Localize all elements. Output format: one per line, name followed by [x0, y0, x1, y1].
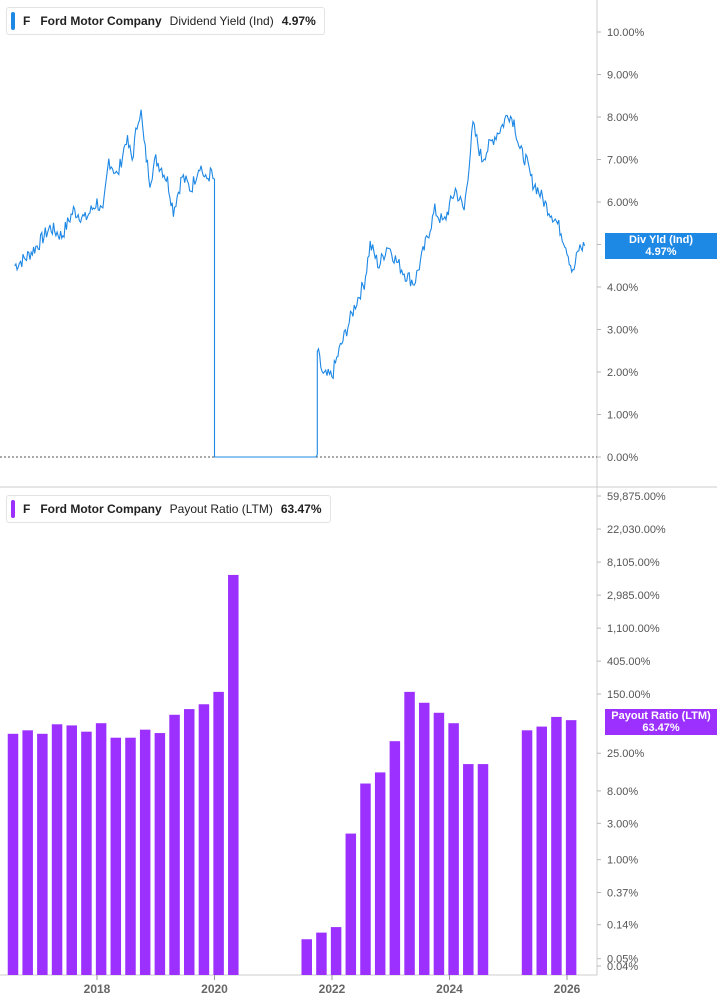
payout-bar — [169, 714, 180, 975]
payout-bar — [110, 737, 122, 975]
tag-value: 63.47% — [642, 722, 680, 734]
y-tick-label: 1,100.00% — [607, 623, 660, 635]
y-tick-label: 0.14% — [607, 920, 638, 932]
y-tick-label: 25.00% — [607, 748, 645, 760]
legend-payout-ratio[interactable]: F Ford Motor Company Payout Ratio (LTM) … — [6, 495, 331, 523]
payout-bar — [37, 733, 48, 975]
y-tick-label: 22,030.00% — [607, 524, 666, 536]
x-tick-label: 2024 — [436, 982, 463, 996]
x-tick-label: 2026 — [554, 982, 581, 996]
payout-bar — [404, 691, 415, 975]
payout-bar — [374, 772, 386, 975]
payout-bar — [477, 764, 489, 975]
y-tick-label: 59,875.00% — [607, 491, 666, 503]
legend-ticker: F — [23, 502, 31, 516]
tag-label: Payout Ratio (LTM) — [611, 710, 711, 722]
y-tick-label: 8,105.00% — [607, 557, 660, 569]
payout-bar — [139, 729, 151, 975]
y-tick-label: 10.00% — [607, 27, 645, 39]
payout-bar — [7, 733, 19, 975]
y-tick-label: 9.00% — [607, 70, 638, 82]
payout-bar — [301, 939, 312, 975]
payout-bar — [228, 574, 239, 975]
payout-bar — [95, 723, 107, 975]
y-tick-label: 7.00% — [607, 155, 638, 167]
legend-dividend-yield[interactable]: F Ford Motor Company Dividend Yield (Ind… — [6, 7, 325, 35]
legend-value: 63.47% — [280, 502, 322, 516]
payout-bar — [330, 927, 342, 975]
payout-bar — [521, 730, 533, 975]
y-tick-label: 3.00% — [607, 325, 638, 337]
y-tick-label: 1.00% — [607, 855, 638, 867]
legend-swatch — [11, 12, 15, 30]
legend-ticker: F — [23, 14, 31, 28]
y-tick-label: 2,985.00% — [607, 590, 660, 602]
payout-bar — [345, 833, 357, 975]
payout-bar — [448, 723, 459, 975]
x-tick-label: 2020 — [201, 982, 228, 996]
payout-bar — [198, 704, 210, 975]
payout-bar — [418, 702, 430, 975]
y-tick-label: 8.00% — [607, 112, 638, 124]
y-tick-label: 0.05% — [607, 954, 638, 966]
payout-bar — [22, 730, 33, 975]
payout-bar — [183, 709, 195, 975]
y-tick-label: 2.00% — [607, 367, 638, 379]
x-tick-label: 2018 — [84, 982, 111, 996]
x-tick-label: 2022 — [319, 982, 346, 996]
y-tick-label: 0.04% — [607, 961, 638, 973]
payout-bar — [551, 716, 562, 975]
payout-bar — [51, 724, 63, 975]
y-tick-label: 150.00% — [607, 689, 651, 701]
y-tick-label: 1.00% — [607, 410, 638, 422]
y-tick-label: 8.00% — [607, 786, 638, 798]
legend-metric: Payout Ratio (LTM) — [169, 502, 273, 516]
payout-bar — [213, 691, 224, 975]
y-tick-label: 0.00% — [607, 452, 638, 464]
payout-ratio-price-tag: Payout Ratio (LTM) 63.47% — [605, 709, 717, 735]
y-tick-label: 4.00% — [607, 282, 638, 294]
y-tick-label: 0.37% — [607, 888, 638, 900]
legend-company: Ford Motor Company — [40, 502, 162, 516]
y-tick-label: 6.00% — [607, 197, 638, 209]
tag-value: 4.97% — [645, 246, 677, 258]
div-yield-price-tag: Div Yld (Ind) 4.97% — [605, 233, 717, 259]
payout-bar — [565, 720, 577, 975]
payout-bar — [433, 712, 445, 975]
payout-bar — [389, 741, 401, 975]
payout-bar — [463, 764, 474, 975]
legend-swatch — [11, 500, 15, 518]
dividend-yield-line — [14, 109, 586, 458]
payout-bar — [125, 737, 136, 975]
payout-bar — [536, 726, 547, 975]
legend-value: 4.97% — [281, 14, 316, 28]
y-tick-label: 405.00% — [607, 656, 651, 668]
payout-bar — [154, 733, 166, 975]
payout-bar — [316, 932, 327, 975]
payout-bar — [360, 783, 371, 975]
legend-metric: Dividend Yield (Ind) — [169, 14, 274, 28]
tag-label: Div Yld (Ind) — [629, 234, 693, 246]
payout-bar — [66, 725, 77, 975]
payout-bar — [81, 731, 92, 975]
legend-company: Ford Motor Company — [40, 14, 162, 28]
y-tick-label: 3.00% — [607, 818, 638, 830]
